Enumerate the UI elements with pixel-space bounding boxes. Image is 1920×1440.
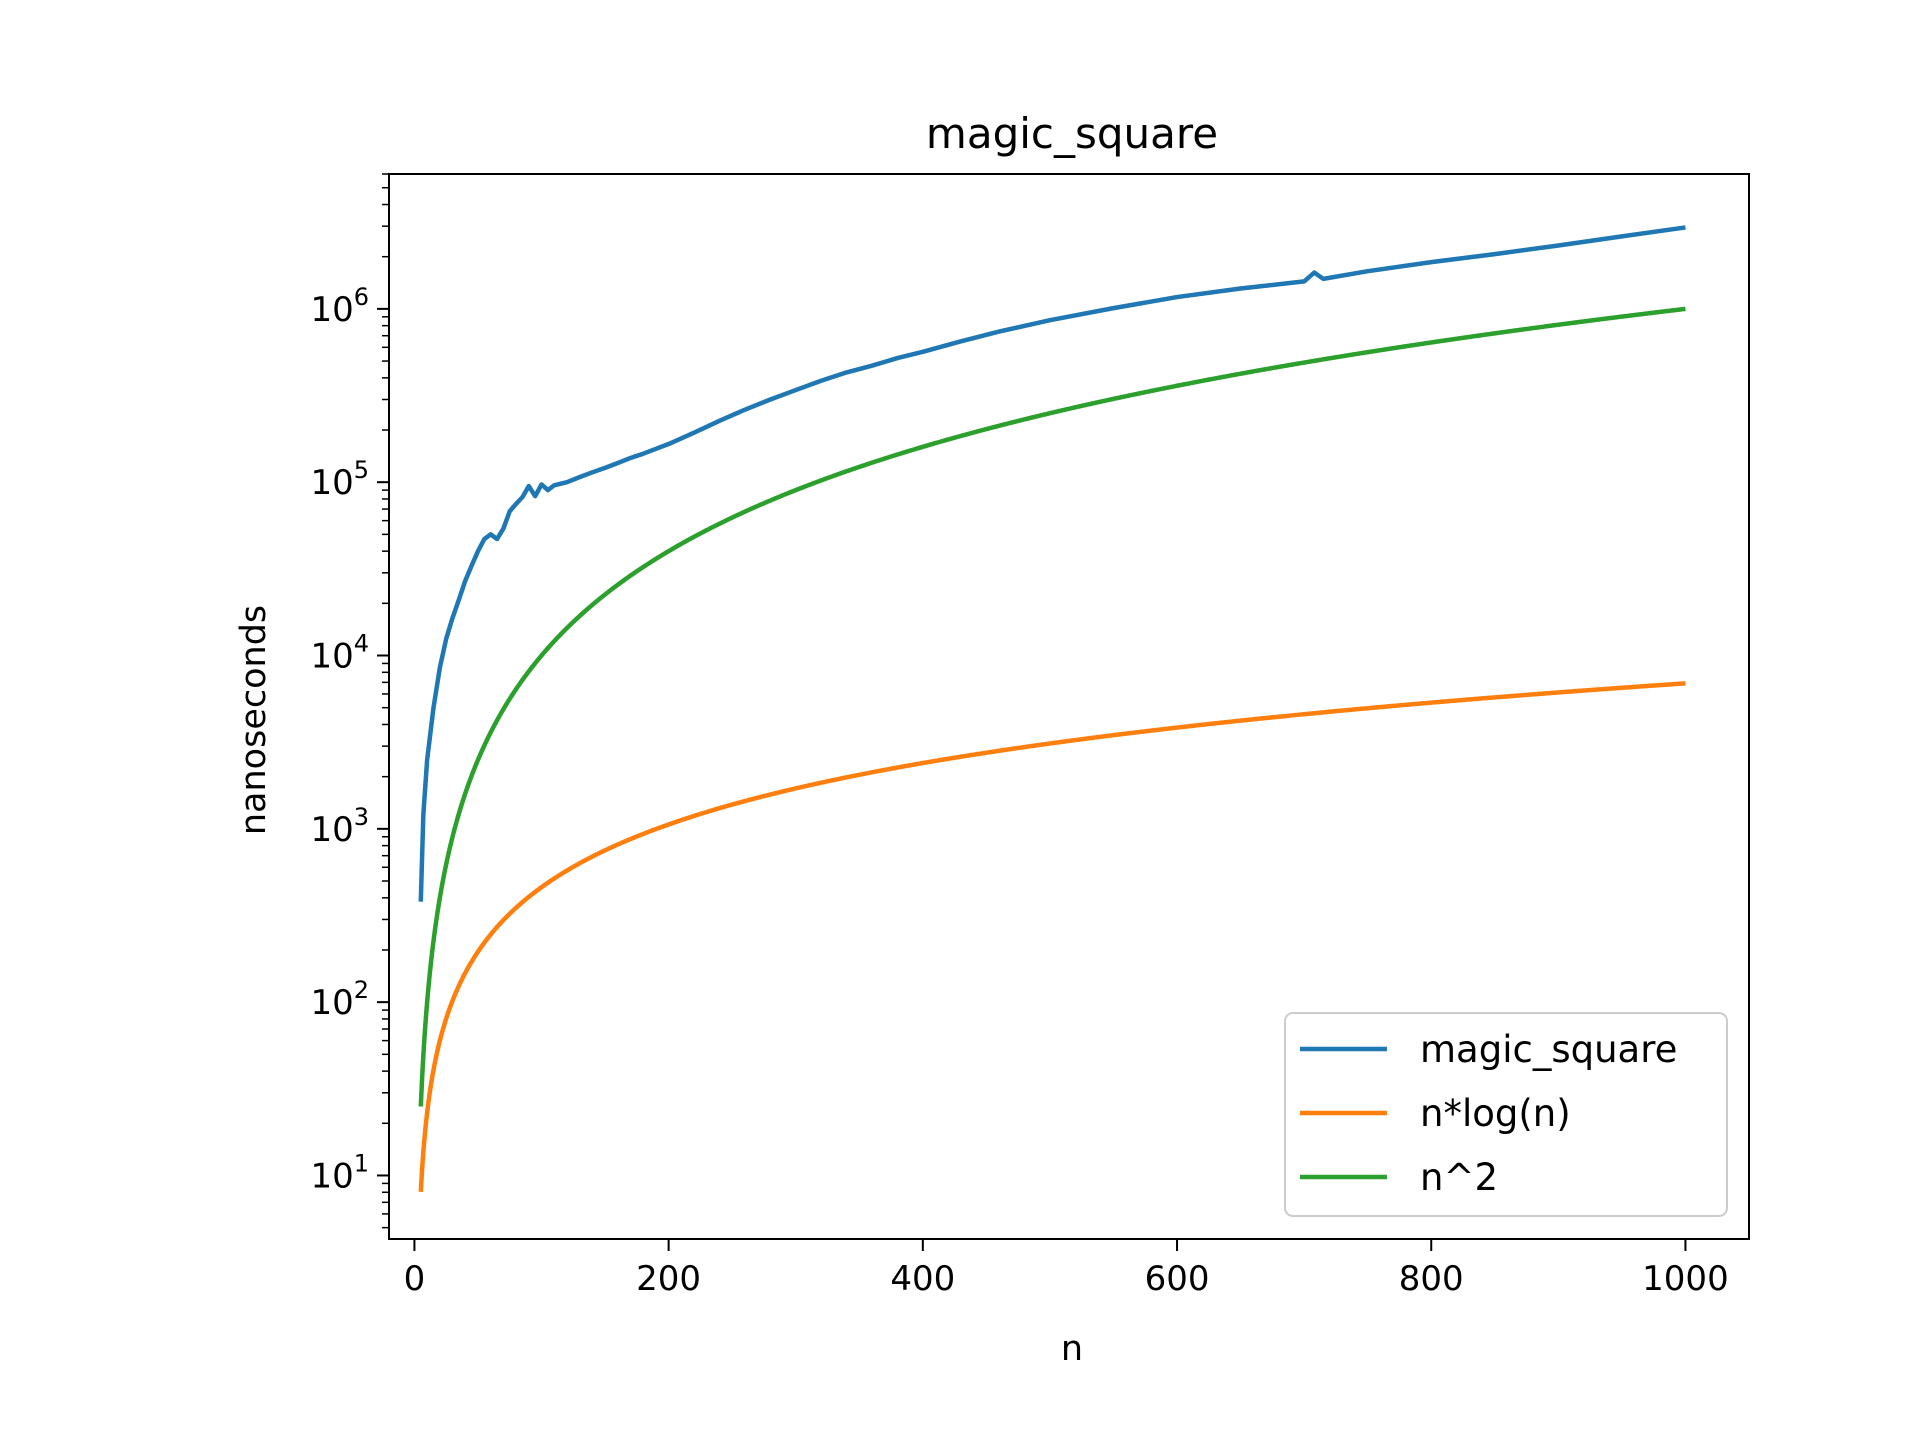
x-tick-label: 800 [1399,1259,1464,1299]
series-layer [418,225,1687,1192]
y-axis-label: nanoseconds [234,605,274,835]
y-tick-label: 104 [310,630,369,677]
x-tick-label: 400 [890,1259,955,1299]
chart-title: magic_square [926,109,1218,158]
y-tick-label: 103 [310,803,369,850]
x-tick-label: 0 [404,1259,426,1299]
legend-label-magic-square: magic_square [1420,1028,1677,1071]
y-tick-label: 105 [310,456,369,503]
series-line-n-2 [418,306,1687,1107]
x-tick-label: 200 [636,1259,701,1299]
y-tick-label: 102 [310,976,369,1023]
y-tick-label: 106 [310,283,369,330]
y-tick-label: 101 [310,1149,369,1196]
ticks-layer: 0 200 400 600 800 1000 101 102 103 104 105 106 [310,173,1729,1299]
x-tick-label: 600 [1145,1259,1210,1299]
legend-label-nlogn: n*log(n) [1420,1092,1571,1135]
series-line-n-log-n [418,681,1687,1192]
series-line-magic-square [418,225,1686,902]
legend: magic_square n*log(n) n^2 [1284,1012,1728,1217]
x-axis-label: n [1061,1329,1083,1369]
x-tick-label: 1000 [1642,1259,1729,1299]
legend-box [1284,1012,1728,1217]
plot-frame [388,173,1750,1240]
legend-label-n2: n^2 [1420,1156,1498,1199]
